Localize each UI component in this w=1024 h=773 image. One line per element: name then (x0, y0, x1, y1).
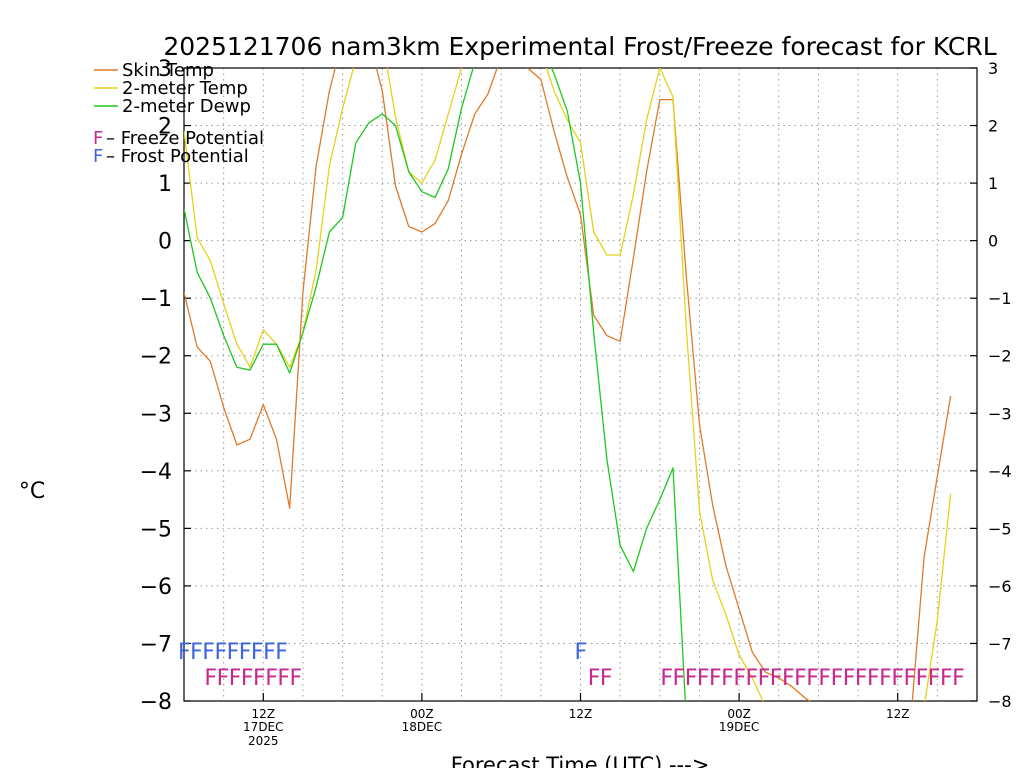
legend-potential-label: – Freeze Potential (106, 128, 264, 149)
y-tick-label-right: 3 (988, 59, 998, 78)
y-tick-label-left: −5 (140, 517, 172, 542)
y-tick-label-left: 0 (158, 230, 172, 255)
y-tick-label-right: −4 (988, 462, 1012, 481)
y-tick-label-right: −1 (988, 289, 1012, 308)
y-tick-label-right: −8 (988, 692, 1012, 711)
y-tick-label-left: 2 (158, 115, 172, 140)
frost-potential-marks: FFFFFFFFF (178, 640, 287, 665)
series-line-skin-temp (184, 68, 952, 701)
y-tick-label-right: −7 (988, 634, 1012, 653)
y-tick-label-right: −3 (988, 404, 1012, 423)
y-tick-label-left: −7 (140, 632, 172, 657)
frost-freeze-marks: FFFFFFFFF FFFFFFFFF FF FFFFFFFFFFFFFFFFFFFF… (178, 640, 965, 691)
legend-potential-label: – Frost Potential (106, 146, 249, 167)
series-line-2-meter-temp (184, 68, 952, 701)
y-tick-label-left: −2 (140, 345, 172, 370)
frost-potential-marks: F (575, 640, 587, 665)
y-tick-label-left: 1 (158, 172, 172, 197)
y-tick-label-right: 0 (988, 232, 998, 251)
x-tick-date: 17DEC (243, 720, 283, 734)
y-tick-label-left: −8 (140, 690, 172, 715)
grid-lines (184, 68, 977, 701)
x-tick-label: 12Z (252, 707, 276, 721)
y-axis-right: −8 −7 −6 −5 −4 −3 −2 −1 0 1 2 3 (970, 59, 1012, 711)
x-tick-label: 00Z (410, 707, 434, 721)
x-tick-label: 12Z (886, 707, 910, 721)
y-axis-left: −8 −7 −6 −5 −4 −3 −2 −1 0 1 2 3 (140, 57, 191, 715)
legend-potential-letter: F (93, 146, 103, 167)
y-tick-label-right: −6 (988, 577, 1012, 596)
chart-title: 2025121706 nam3km Experimental Frost/Fre… (163, 32, 996, 61)
series-lines (184, 68, 952, 701)
y-tick-label-left: −1 (140, 287, 172, 312)
y-tick-label-right: −5 (988, 519, 1012, 538)
freeze-potential-marks: FFFFFFFFFFFFFFFFFFFFFFFFF (660, 666, 964, 691)
y-tick-label-right: −2 (988, 347, 1012, 366)
x-axis-label: Forecast Time (UTC) ---> (451, 753, 710, 768)
y-tick-label-left: −3 (140, 402, 172, 427)
x-tick-label: 00Z (727, 707, 751, 721)
x-tick-date: 19DEC (719, 720, 759, 734)
x-tick-label: 12Z (569, 707, 593, 721)
legend-label: Skin Temp (122, 60, 214, 81)
freeze-potential-marks: FF (588, 666, 612, 691)
series-line-2-meter-dewp (184, 68, 686, 701)
y-tick-label-right: 1 (988, 174, 998, 193)
legend-label: 2-meter Temp (122, 78, 248, 99)
y-axis-label: °C (19, 479, 45, 504)
x-tick-date: 18DEC (402, 720, 442, 734)
x-tick-year: 2025 (248, 734, 279, 748)
legend-potential-letter: F (93, 128, 103, 149)
y-tick-label-right: 2 (988, 117, 998, 136)
legend-label: 2-meter Dewp (122, 96, 251, 117)
y-tick-label-left: 3 (158, 57, 172, 82)
y-tick-label-left: −6 (140, 575, 172, 600)
freeze-potential-marks: FFFFFFFF (204, 666, 301, 691)
y-tick-label-left: −4 (140, 460, 172, 485)
